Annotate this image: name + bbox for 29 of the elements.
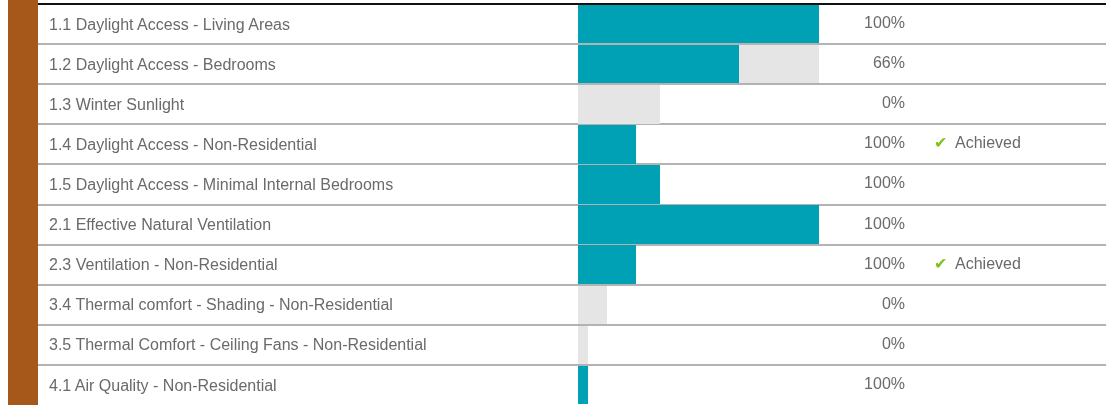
- bar: [578, 325, 588, 365]
- text: ✔ Achieved: [934, 134, 1021, 152]
- text: 100%: [864, 134, 905, 152]
- y-tick-label: 1.2 Daylight Access - Bedrooms: [49, 55, 276, 73]
- y-tick-label: 1.5 Daylight Access - Minimal Internal Bedrooms: [49, 176, 394, 194]
- bar: [578, 285, 607, 324]
- y-tick-label: 1.3 Winter Sunlight: [49, 95, 185, 113]
- y-tick-label: 1.1 Daylight Access - Living Areas: [49, 15, 291, 33]
- text: 100%: [864, 374, 905, 392]
- y-tick-label: 2.3 Ventilation - Non-Residential: [49, 256, 278, 274]
- y-tick-label: 3.4 Thermal comfort - Shading - Non-Residential: [49, 296, 393, 314]
- y-tick-label: 1.4 Daylight Access - Non-Residential: [49, 135, 317, 153]
- text: 100%: [864, 254, 905, 272]
- text: 0%: [881, 294, 905, 312]
- bar: [578, 85, 660, 124]
- text: 0%: [881, 94, 905, 112]
- text: ✔ Achieved: [934, 254, 1021, 272]
- y-tick-label: 2.1 Effective Natural Ventilation: [49, 216, 272, 234]
- bar: [578, 4, 819, 44]
- bar: [578, 44, 740, 84]
- bar: [739, 44, 819, 84]
- y-tick-label: 3.5 Thermal Comfort - Ceiling Fans - Non-Residential: [49, 336, 427, 354]
- text: 66%: [872, 54, 905, 72]
- text: 100%: [864, 174, 905, 192]
- bar: [578, 365, 588, 405]
- text: 100%: [864, 214, 905, 232]
- text: 100%: [864, 14, 905, 32]
- y-tick-label: 4.1 Air Quality - Non-Residential: [49, 376, 277, 394]
- text: 0%: [881, 334, 905, 352]
